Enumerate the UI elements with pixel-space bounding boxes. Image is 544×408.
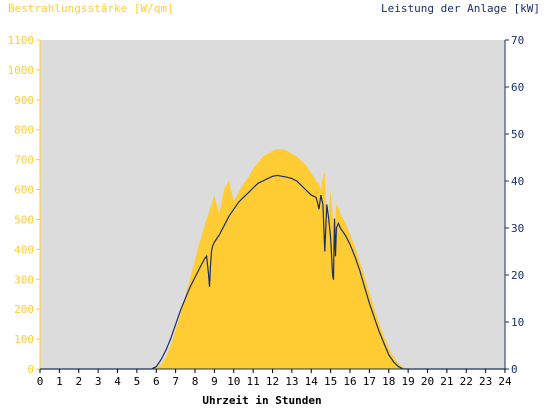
x-tick-label: 7 xyxy=(172,375,179,388)
y-left-tick-label: 500 xyxy=(14,213,34,226)
x-tick-label: 14 xyxy=(305,375,319,388)
y-right-tick-label: 20 xyxy=(511,269,524,282)
axis-ticks-layer: 0100200300400500600700800900100011000102… xyxy=(8,34,525,388)
irradiance-area xyxy=(40,149,505,369)
y-right-tick-label: 10 xyxy=(511,316,524,329)
x-tick-label: 15 xyxy=(324,375,337,388)
x-tick-label: 4 xyxy=(114,375,121,388)
y-left-tick-label: 200 xyxy=(14,303,34,316)
y-right-tick-label: 0 xyxy=(511,363,518,376)
x-tick-label: 9 xyxy=(211,375,218,388)
x-tick-label: 19 xyxy=(402,375,415,388)
x-tick-label: 10 xyxy=(227,375,240,388)
power-series-layer xyxy=(40,174,505,370)
y-left-tick-label: 100 xyxy=(14,333,34,346)
y-left-tick-label: 600 xyxy=(14,184,34,197)
x-tick-label: 22 xyxy=(460,375,473,388)
x-tick-label: 2 xyxy=(75,375,82,388)
y-left-tick-label: 900 xyxy=(14,94,34,107)
y-left-tick-label: 1000 xyxy=(8,64,35,77)
x-tick-label: 23 xyxy=(479,375,492,388)
x-tick-label: 6 xyxy=(153,375,160,388)
y-left-tick-label: 0 xyxy=(27,363,34,376)
y-right-tick-label: 30 xyxy=(511,222,524,235)
x-tick-label: 20 xyxy=(421,375,434,388)
x-tick-label: 13 xyxy=(285,375,298,388)
x-tick-label: 11 xyxy=(247,375,260,388)
power-line xyxy=(40,174,505,370)
left-axis-title: Bestrahlungsstärke [W/qm] xyxy=(8,2,174,15)
x-tick-label: 18 xyxy=(382,375,395,388)
x-tick-label: 3 xyxy=(95,375,102,388)
x-tick-label: 1 xyxy=(56,375,63,388)
y-right-tick-label: 50 xyxy=(511,128,524,141)
y-right-tick-label: 60 xyxy=(511,81,524,94)
x-tick-label: 12 xyxy=(266,375,279,388)
y-left-tick-label: 400 xyxy=(14,243,34,256)
x-tick-label: 17 xyxy=(363,375,376,388)
x-tick-label: 0 xyxy=(37,375,44,388)
y-left-tick-label: 1100 xyxy=(8,34,35,47)
x-tick-label: 8 xyxy=(192,375,199,388)
y-left-tick-label: 800 xyxy=(14,124,34,137)
x-axis-title: Uhrzeit in Stunden xyxy=(202,394,321,407)
x-tick-label: 24 xyxy=(498,375,512,388)
x-tick-label: 21 xyxy=(440,375,453,388)
y-right-tick-label: 40 xyxy=(511,175,524,188)
y-right-tick-label: 70 xyxy=(511,34,524,47)
x-tick-label: 5 xyxy=(134,375,141,388)
irradiance-series-layer xyxy=(40,149,505,369)
y-left-tick-label: 700 xyxy=(14,154,34,167)
y-left-tick-label: 300 xyxy=(14,273,34,286)
x-tick-label: 16 xyxy=(343,375,356,388)
right-axis-title: Leistung der Anlage [kW] xyxy=(381,2,540,15)
